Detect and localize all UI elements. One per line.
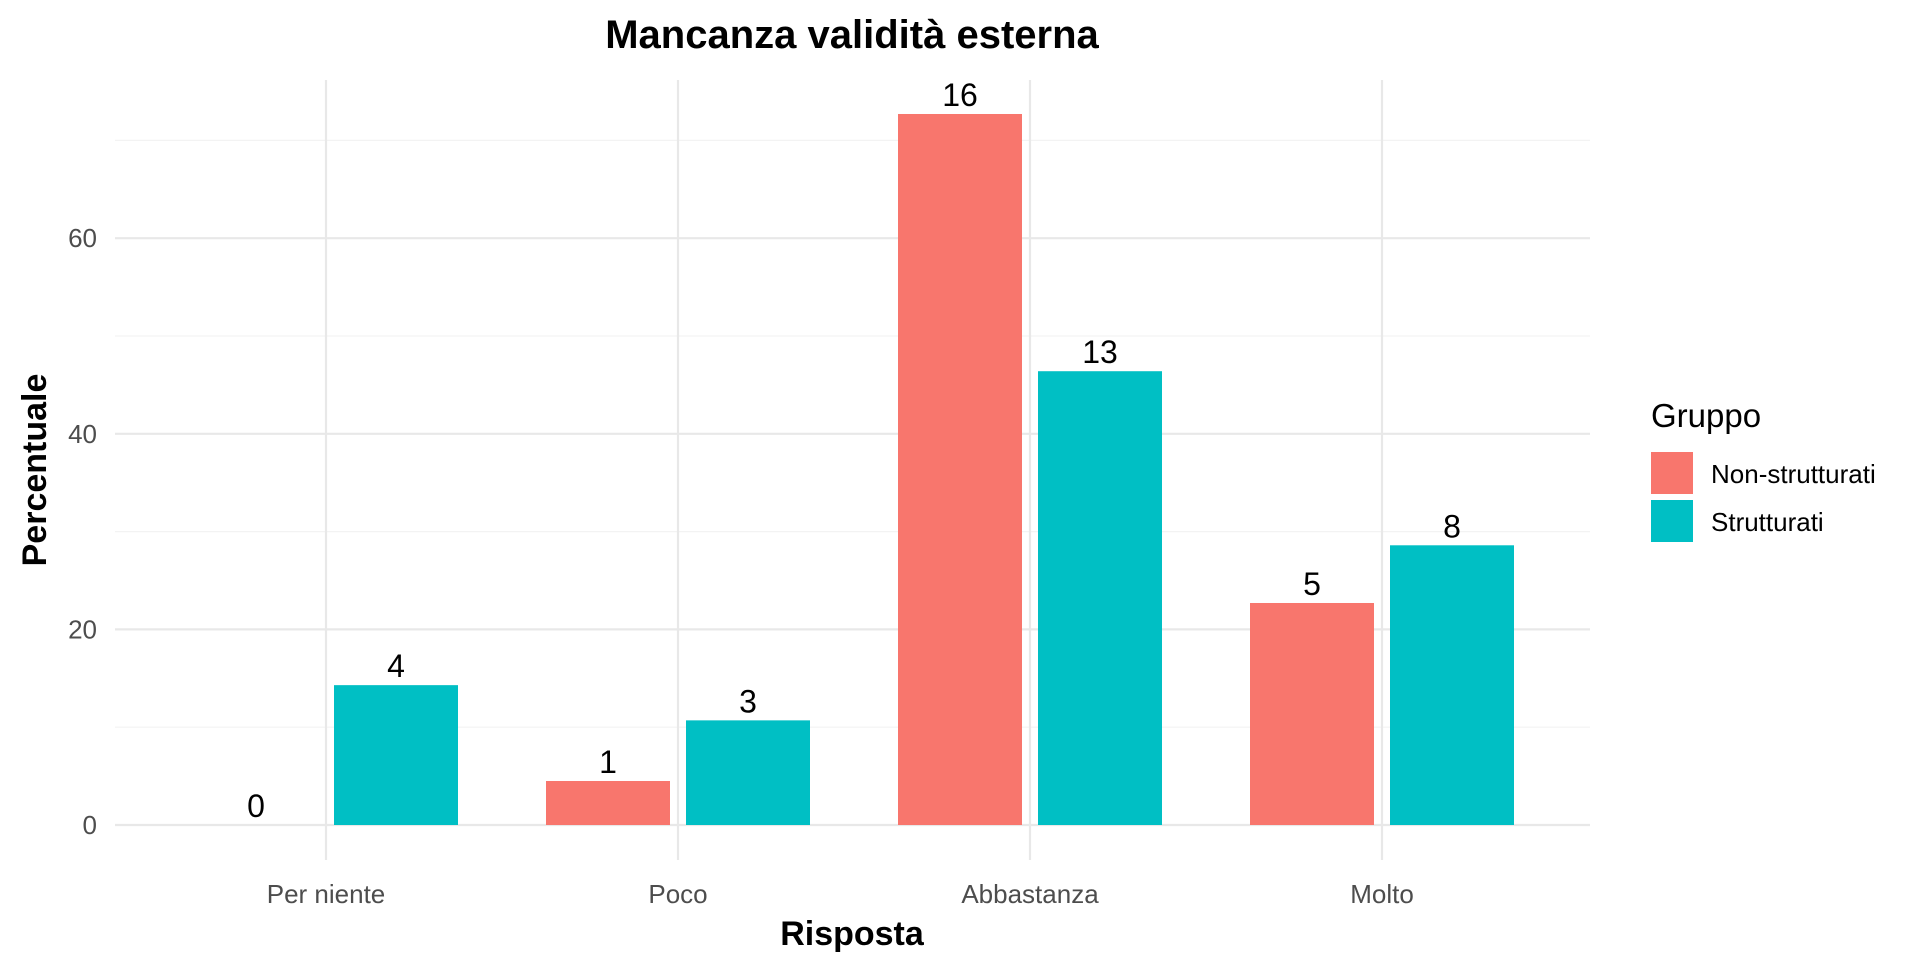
bar-strutturati-poco — [686, 720, 810, 825]
y-tick-label-60: 60 — [68, 223, 97, 253]
data-label-non-strutturati-abbastanza: 16 — [942, 77, 978, 113]
bars — [334, 113, 1514, 825]
x-axis-title: Risposta — [780, 915, 925, 953]
data-label-non-strutturati-per-niente: 0 — [247, 788, 265, 824]
data-label-strutturati-poco: 3 — [739, 683, 757, 719]
legend: Gruppo Non-strutturati Strutturati — [1651, 397, 1876, 542]
data-labels: 0 1 16 5 4 3 13 8 — [247, 77, 1461, 824]
bar-non-strutturati-poco — [546, 780, 670, 825]
legend-title: Gruppo — [1651, 397, 1761, 434]
bar-strutturati-abbastanza — [1038, 371, 1162, 825]
x-tick-label-molto: Molto — [1350, 879, 1414, 909]
chart-title: Mancanza validità esterna — [605, 13, 1099, 57]
bar-strutturati-per-niente — [334, 685, 458, 825]
legend-swatch-strutturati — [1651, 500, 1693, 542]
y-axis-title: Percentuale — [16, 374, 54, 567]
data-label-strutturati-molto: 8 — [1443, 508, 1461, 544]
data-label-strutturati-per-niente: 4 — [387, 648, 405, 684]
data-label-non-strutturati-poco: 1 — [599, 744, 617, 780]
y-tick-label-0: 0 — [83, 810, 97, 840]
legend-label-strutturati: Strutturati — [1711, 507, 1824, 537]
x-tick-label-poco: Poco — [648, 879, 707, 909]
bar-non-strutturati-molto — [1250, 602, 1374, 825]
y-tick-label-40: 40 — [68, 419, 97, 449]
legend-label-non-strutturati: Non-strutturati — [1711, 459, 1876, 489]
legend-swatch-non-strutturati — [1651, 452, 1693, 494]
data-label-non-strutturati-molto: 5 — [1303, 566, 1321, 602]
bar-strutturati-molto — [1390, 545, 1514, 825]
data-label-strutturati-abbastanza: 13 — [1082, 334, 1118, 370]
bar-non-strutturati-abbastanza — [898, 113, 1022, 825]
x-tick-label-per-niente: Per niente — [267, 879, 386, 909]
x-tick-label-abbastanza: Abbastanza — [961, 879, 1099, 909]
y-tick-label-20: 20 — [68, 614, 97, 644]
